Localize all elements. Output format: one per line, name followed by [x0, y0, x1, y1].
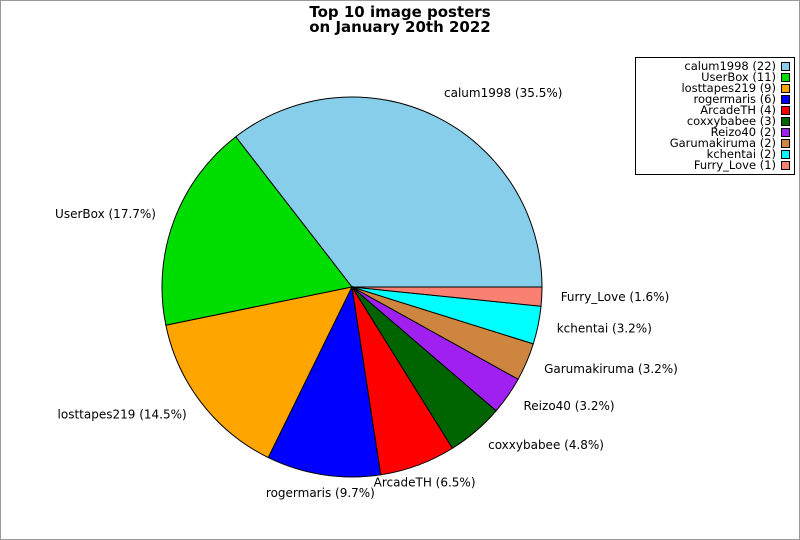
pie-slice-UserBox [161, 136, 353, 326]
legend-row: calum1998 (22) [640, 59, 790, 73]
legend-swatch [781, 62, 790, 71]
legend-label: losttapes219 (9) [681, 81, 776, 95]
legend-swatch [781, 150, 790, 159]
chart-title: Top 10 image posters on January 20th 202… [1, 5, 799, 35]
legend-swatch [781, 117, 790, 126]
legend-label: coxxybabee (3) [686, 114, 776, 128]
legend-swatch [781, 73, 790, 82]
pie-slice-label-Furry_Love: Furry_Love (1.6%) [561, 290, 670, 304]
legend-row: ArcadeTH (4) [640, 103, 790, 117]
pie-slice-Furry_Love [351, 286, 543, 307]
legend-label: ArcadeTH (4) [700, 103, 776, 117]
legend-label: calum1998 (22) [684, 59, 776, 73]
legend-swatch [781, 95, 790, 104]
pie-slice-label-Reizo40: Reizo40 (3.2%) [524, 399, 615, 413]
legend: calum1998 (22) UserBox (11) losttapes219 (… [635, 57, 795, 175]
legend-row: Garumakiruma (2) [640, 136, 790, 150]
legend-label: kchentai (2) [706, 147, 776, 161]
pie-slice-losttapes219 [165, 286, 353, 459]
legend-swatch [781, 106, 790, 115]
legend-row: losttapes219 (9) [640, 81, 790, 95]
legend-row: rogermaris (6) [640, 92, 790, 106]
pie-slice-label-coxxybabee: coxxybabee (4.8%) [488, 438, 604, 452]
pie-slice-rogermaris [267, 285, 382, 478]
legend-row: UserBox (11) [640, 70, 790, 84]
legend-label: rogermaris (6) [693, 92, 776, 106]
pie-slice-label-losttapes219: losttapes219 (14.5%) [58, 407, 187, 421]
chart-title-line2: on January 20th 2022 [309, 18, 491, 36]
legend-swatch [781, 161, 790, 170]
legend-label: Furry_Love (1) [693, 158, 776, 172]
pie-slice-label-rogermaris: rogermaris (9.7%) [266, 486, 375, 500]
legend-row: kchentai (2) [640, 147, 790, 161]
legend-row: coxxybabee (3) [640, 114, 790, 128]
legend-label: Garumakiruma (2) [669, 136, 776, 150]
legend-label: Reizo40 (2) [710, 125, 776, 139]
pie-slice-label-calum1998: calum1998 (35.5%) [444, 86, 562, 100]
legend-swatch [781, 139, 790, 148]
pie-slice-calum1998 [234, 96, 543, 288]
chart-title-line1: Top 10 image posters [309, 3, 491, 21]
legend-swatch [781, 128, 790, 137]
pie-slice-label-UserBox: UserBox (17.7%) [55, 207, 156, 221]
legend-row: Furry_Love (1) [640, 158, 790, 172]
pie-slice-label-Garumakiruma: Garumakiruma (3.2%) [544, 362, 678, 376]
legend-row: Reizo40 (2) [640, 125, 790, 139]
legend-label: UserBox (11) [701, 70, 776, 84]
pie-slice-label-kchentai: kchentai (3.2%) [557, 322, 652, 336]
pie-slice-label-ArcadeTH: ArcadeTH (6.5%) [374, 476, 476, 490]
legend-swatch [781, 84, 790, 93]
